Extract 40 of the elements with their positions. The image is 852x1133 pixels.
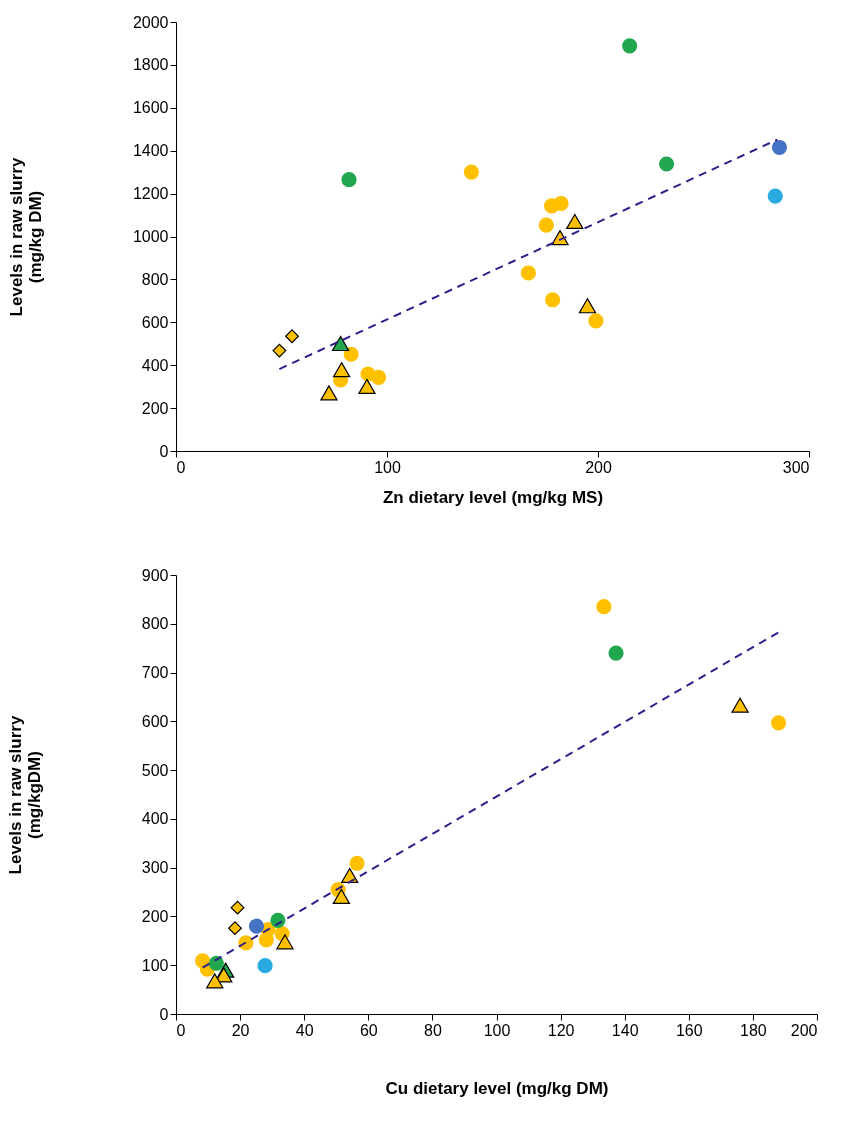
y-tick-label: 1400	[132, 142, 169, 160]
y-tick-label: 800	[141, 615, 169, 633]
y-tick-label: 900	[141, 566, 169, 584]
y-tick-label: 200	[141, 399, 169, 417]
y-tick-label: 1200	[132, 185, 169, 203]
x-tick-label: 0	[176, 458, 186, 476]
x-tick-label: 300	[782, 458, 810, 476]
x-axis-title: Cu dietary level (mg/kg DM)	[385, 1078, 609, 1098]
x-tick-label: 60	[359, 1021, 378, 1039]
y-tick-label: 100	[141, 956, 169, 974]
y-tick-label: 0	[159, 1005, 169, 1023]
y-tick-label: 200	[141, 907, 169, 925]
x-tick-label: 40	[295, 1021, 314, 1039]
x-tick-label: 20	[231, 1021, 250, 1039]
y-tick-label: 1600	[132, 99, 169, 117]
y-tick-label: 800	[141, 270, 169, 288]
x-tick-label: 100	[483, 1021, 511, 1039]
x-tick-label: 160	[675, 1021, 703, 1039]
y-axis-title: Levels in raw slurry (mg/kgDM)	[5, 715, 44, 875]
y-tick-label: 600	[141, 313, 169, 331]
y-tick-label: 500	[141, 761, 169, 779]
y-axis-title: Levels in raw slurry (mg/kg DM)	[6, 157, 45, 317]
y-tick-label: 600	[141, 712, 169, 730]
y-tick-label: 2000	[132, 13, 169, 31]
y-tick-label: 400	[141, 810, 169, 828]
x-tick-label: 120	[547, 1021, 575, 1039]
y-tick-label: 0	[159, 442, 169, 460]
x-tick-label: 100	[374, 458, 401, 476]
y-tick-label: 300	[141, 859, 169, 877]
y-tick-label: 1000	[132, 228, 169, 245]
x-tick-label: 140	[611, 1021, 639, 1039]
y-tick-label: 700	[141, 664, 169, 682]
x-tick-label: 0	[176, 1021, 186, 1039]
x-axis-title: Zn dietary level (mg/kg MS)	[382, 487, 604, 507]
y-tick-label: 400	[141, 356, 169, 374]
x-tick-label: 200	[790, 1021, 818, 1039]
y-tick-label: 1800	[132, 56, 169, 74]
x-tick-label: 180	[740, 1021, 767, 1039]
x-tick-label: 200	[585, 458, 612, 476]
x-tick-label: 80	[424, 1021, 442, 1039]
